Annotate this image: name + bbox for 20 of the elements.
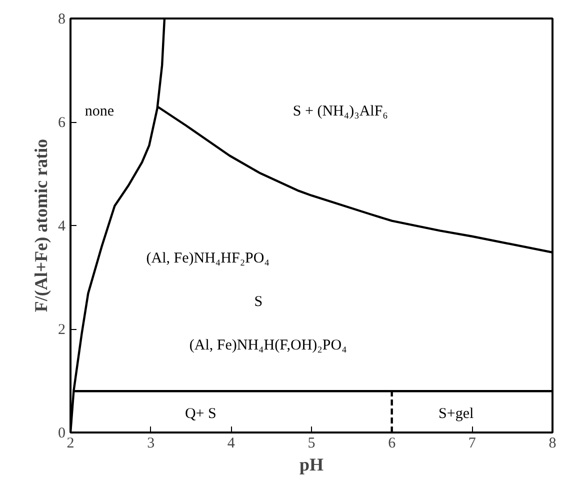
y-tick-label: 4 (58, 218, 66, 234)
x-tick-label: 8 (548, 436, 556, 452)
annotation: none (84, 104, 114, 120)
annotation: S+gel (438, 406, 474, 422)
x-tick-label: 3 (147, 436, 155, 452)
annotation: S + (NH₄)₃AlF₆ (292, 104, 388, 120)
annotation: (Al, Fe)NH₄HF₂PO₄ (146, 250, 270, 267)
annotation: Q+ S (184, 406, 216, 422)
annotation: S (254, 294, 263, 310)
x-tick-label: 6 (388, 436, 396, 452)
y-tick-label: 8 (58, 12, 66, 28)
y-tick-label: 2 (58, 322, 66, 338)
x-tick-label: 5 (308, 436, 316, 452)
x-axis-title: pH (299, 454, 324, 474)
y-tick-label: 6 (58, 115, 66, 131)
y-axis-title: F/(Al+Fe) atomic ratio (31, 138, 51, 312)
annotation: (Al, Fe)NH₄H(F,OH)₂PO₄ (189, 338, 347, 354)
x-tick-label: 7 (468, 436, 476, 452)
x-tick-label: 4 (227, 436, 236, 452)
y-tick-label: 0 (58, 426, 66, 442)
